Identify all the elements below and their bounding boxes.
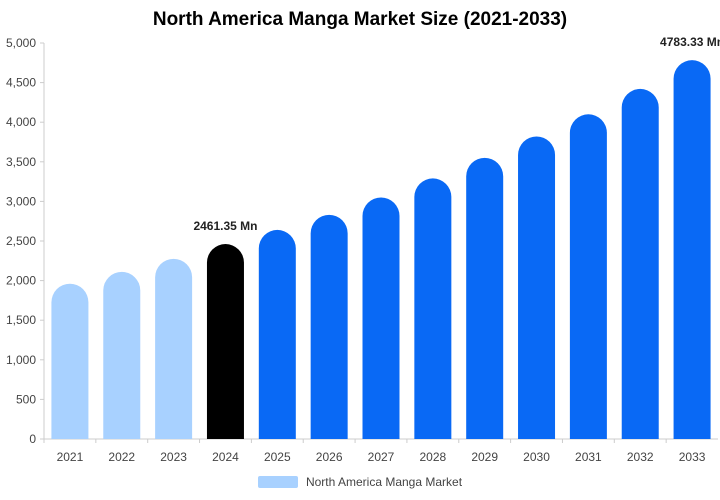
y-tick-label: 1,500 bbox=[6, 313, 36, 327]
bar-2024[interactable] bbox=[206, 244, 244, 439]
legend[interactable]: North America Manga Market bbox=[0, 475, 720, 489]
y-tick-label: 3,000 bbox=[6, 194, 36, 208]
x-tick-label-2022: 2022 bbox=[108, 450, 135, 464]
y-tick-label: 1,000 bbox=[6, 353, 36, 367]
y-tick-label: 3,500 bbox=[6, 155, 36, 169]
y-tick-label: 5,000 bbox=[6, 36, 36, 50]
bar-2032[interactable] bbox=[621, 88, 659, 439]
bar-2026[interactable] bbox=[310, 214, 348, 439]
x-tick-label-2023: 2023 bbox=[160, 450, 187, 464]
x-tick-label-2030: 2030 bbox=[523, 450, 550, 464]
x-tick-label-2029: 2029 bbox=[471, 450, 498, 464]
legend-label: North America Manga Market bbox=[305, 475, 463, 489]
bar-2023[interactable] bbox=[155, 258, 193, 439]
y-tick-label: 500 bbox=[16, 392, 36, 406]
data-label-2024: 2461.35 Mn bbox=[193, 219, 257, 233]
y-tick-label: 2,500 bbox=[6, 234, 36, 248]
bar-2022[interactable] bbox=[103, 271, 141, 439]
legend-swatch bbox=[257, 476, 298, 488]
x-tick-label-2033: 2033 bbox=[679, 450, 706, 464]
bar-2028[interactable] bbox=[414, 178, 452, 439]
x-tick-label-2032: 2032 bbox=[627, 450, 654, 464]
y-tick-label: 4,000 bbox=[6, 115, 36, 129]
bar-2030[interactable] bbox=[518, 136, 556, 439]
data-label-2033: 4783.33 Mn bbox=[660, 35, 720, 49]
x-tick-label-2021: 2021 bbox=[57, 450, 84, 464]
chart-title: North America Manga Market Size (2021-20… bbox=[152, 9, 568, 30]
bar-2031[interactable] bbox=[569, 114, 607, 440]
x-tick-label-2027: 2027 bbox=[368, 450, 395, 464]
bar-2027[interactable] bbox=[362, 197, 400, 439]
y-tick-label: 4,500 bbox=[6, 76, 36, 90]
bar-2033[interactable] bbox=[673, 60, 711, 439]
x-tick-label-2024: 2024 bbox=[212, 450, 239, 464]
x-tick-label-2028: 2028 bbox=[419, 450, 446, 464]
x-tick-label-2026: 2026 bbox=[316, 450, 343, 464]
x-tick-label-2025: 2025 bbox=[264, 450, 291, 464]
bar-2025[interactable] bbox=[258, 229, 296, 439]
y-tick-label: 0 bbox=[29, 432, 36, 446]
bar-2021[interactable] bbox=[51, 283, 89, 439]
y-tick-label: 2,000 bbox=[6, 274, 36, 288]
x-tick-label-2031: 2031 bbox=[575, 450, 602, 464]
bar-2029[interactable] bbox=[466, 157, 504, 439]
